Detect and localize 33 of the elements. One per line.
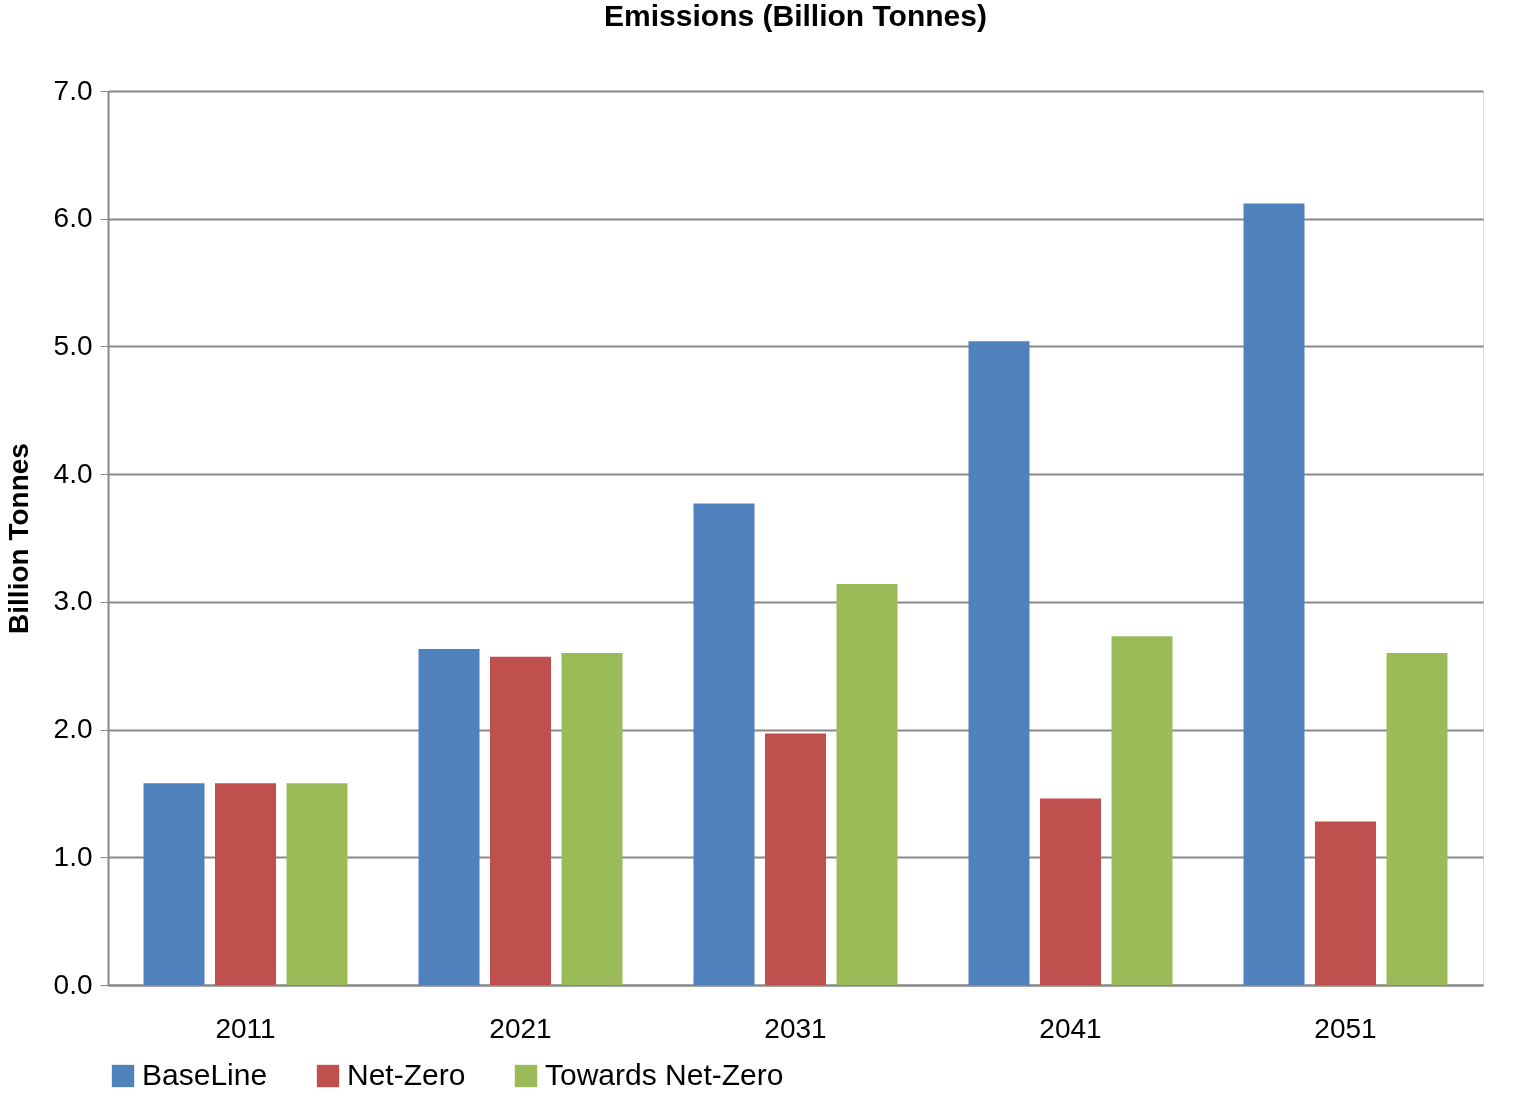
x-tick-label: 2011 (215, 1012, 276, 1044)
y-tick-label: 6.0 (53, 202, 93, 234)
bar (1040, 798, 1101, 985)
y-tick-label: 4.0 (53, 457, 93, 489)
y-axis-title: Billion Tonnes (2, 443, 34, 634)
y-tick-label: 5.0 (53, 329, 93, 361)
x-tick-label: 2021 (489, 1012, 552, 1044)
bar (1243, 203, 1305, 985)
bar (1315, 821, 1376, 985)
x-tick-label: 2051 (1314, 1012, 1377, 1044)
bar (765, 733, 826, 985)
x-tick-label: 2041 (1039, 1012, 1102, 1044)
y-tick-label: 0.0 (53, 968, 93, 1000)
legend-label: Net-Zero (347, 1058, 466, 1091)
legend-label: Towards Net-Zero (545, 1058, 784, 1091)
bar (693, 503, 755, 985)
y-tick-label: 3.0 (53, 585, 93, 617)
bar (286, 783, 348, 985)
bar (1111, 636, 1173, 985)
bar (215, 783, 276, 985)
legend-label: BaseLine (142, 1058, 268, 1091)
bar (836, 583, 898, 985)
bar (490, 656, 551, 985)
chart-title: Emissions (Billion Tonnes) (604, 0, 987, 32)
y-tick-label: 2.0 (53, 713, 93, 745)
bar (143, 783, 205, 985)
bar (418, 649, 480, 985)
y-tick-label: 1.0 (53, 840, 93, 872)
bar (968, 341, 1030, 985)
bar (1386, 652, 1448, 985)
bar (561, 652, 623, 985)
x-tick-label: 2031 (764, 1012, 827, 1044)
y-tick-label: 7.0 (53, 74, 93, 106)
